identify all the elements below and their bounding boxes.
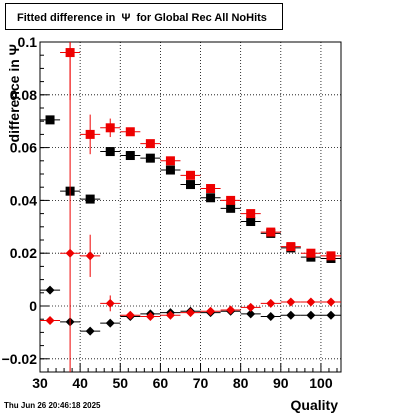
data-point-square — [306, 248, 316, 258]
data-point-square — [105, 147, 115, 157]
grid-lines — [40, 41, 341, 372]
x-tick-label: 70 — [193, 375, 209, 391]
x-tick-label: 90 — [273, 375, 289, 391]
data-point-square — [105, 123, 115, 133]
data-point-diamond — [85, 326, 95, 336]
data-point-diamond — [266, 312, 276, 322]
x-axis-title: Quality — [291, 397, 339, 413]
axes: 30 40 50 60 70 80 90 100 −0.02 0 0.02 0.04 0.06 0.08 0… — [2, 34, 338, 391]
data-point-square — [326, 251, 336, 261]
y-tick-label: −0.02 — [2, 351, 38, 367]
plot-frame — [39, 41, 342, 373]
x-tick-label: 30 — [32, 375, 48, 391]
data-point-square — [145, 139, 155, 149]
chart-title: Fitted difference in Ψ for Global Rec Al… — [17, 12, 267, 24]
data-point-diamond — [326, 310, 336, 320]
data-point-square — [186, 180, 195, 190]
data-point-square — [85, 129, 95, 139]
data-point-diamond — [105, 318, 115, 328]
data-point-diamond — [326, 297, 336, 307]
data-point-diamond — [145, 312, 155, 322]
data-point-square — [165, 165, 175, 175]
data-point-square — [125, 127, 135, 137]
data-point-diamond — [45, 285, 55, 295]
data-point-diamond — [45, 316, 55, 326]
data-points — [40, 42, 341, 372]
y-tick-label: 0.1 — [18, 34, 38, 50]
data-point-diamond — [165, 310, 175, 320]
data-point-square — [286, 242, 296, 252]
y-tick-label: 0.08 — [10, 87, 37, 103]
y-tick-label: 0.06 — [10, 140, 37, 156]
data-point-diamond — [105, 298, 115, 308]
chart-title-box: Fitted difference in Ψ for Global Rec Al… — [5, 3, 283, 30]
y-tick-label: 0.04 — [10, 192, 37, 208]
data-point-square — [165, 156, 175, 166]
data-point-square — [145, 153, 155, 163]
x-tick-label: 60 — [153, 375, 169, 391]
data-point-square — [206, 184, 216, 194]
data-point-square — [226, 195, 236, 205]
data-point-square — [125, 151, 135, 161]
data-point-diamond — [246, 309, 256, 319]
data-point-square — [85, 194, 95, 204]
data-point-diamond — [206, 306, 216, 316]
data-point-square — [206, 193, 216, 203]
y-tick-label: 0.02 — [10, 245, 37, 261]
data-point-diamond — [226, 305, 236, 315]
x-tick-label: 40 — [72, 375, 88, 391]
data-point-diamond — [85, 251, 95, 261]
data-point-square — [246, 209, 256, 219]
data-point-diamond — [306, 310, 316, 320]
y-axis-title: difference in Ψ — [6, 44, 22, 142]
timestamp-footer: Thu Jun 26 20:46:18 2025 — [4, 401, 101, 410]
x-tick-label: 100 — [309, 375, 333, 391]
data-point-diamond — [246, 302, 256, 312]
data-point-diamond — [65, 248, 75, 258]
y-tick-label: 0 — [29, 298, 37, 314]
x-tick-label: 50 — [112, 375, 128, 391]
data-point-diamond — [306, 297, 316, 307]
data-point-square — [266, 227, 276, 237]
data-point-diamond — [286, 297, 296, 307]
x-tick-label: 80 — [233, 375, 249, 391]
data-point-diamond — [125, 310, 135, 320]
data-point-square — [246, 217, 256, 227]
data-point-diamond — [286, 310, 296, 320]
data-point-square — [45, 115, 55, 125]
data-point-square — [226, 203, 236, 213]
data-point-square — [186, 170, 195, 180]
data-point-diamond — [266, 298, 276, 308]
data-point-diamond — [186, 308, 195, 318]
